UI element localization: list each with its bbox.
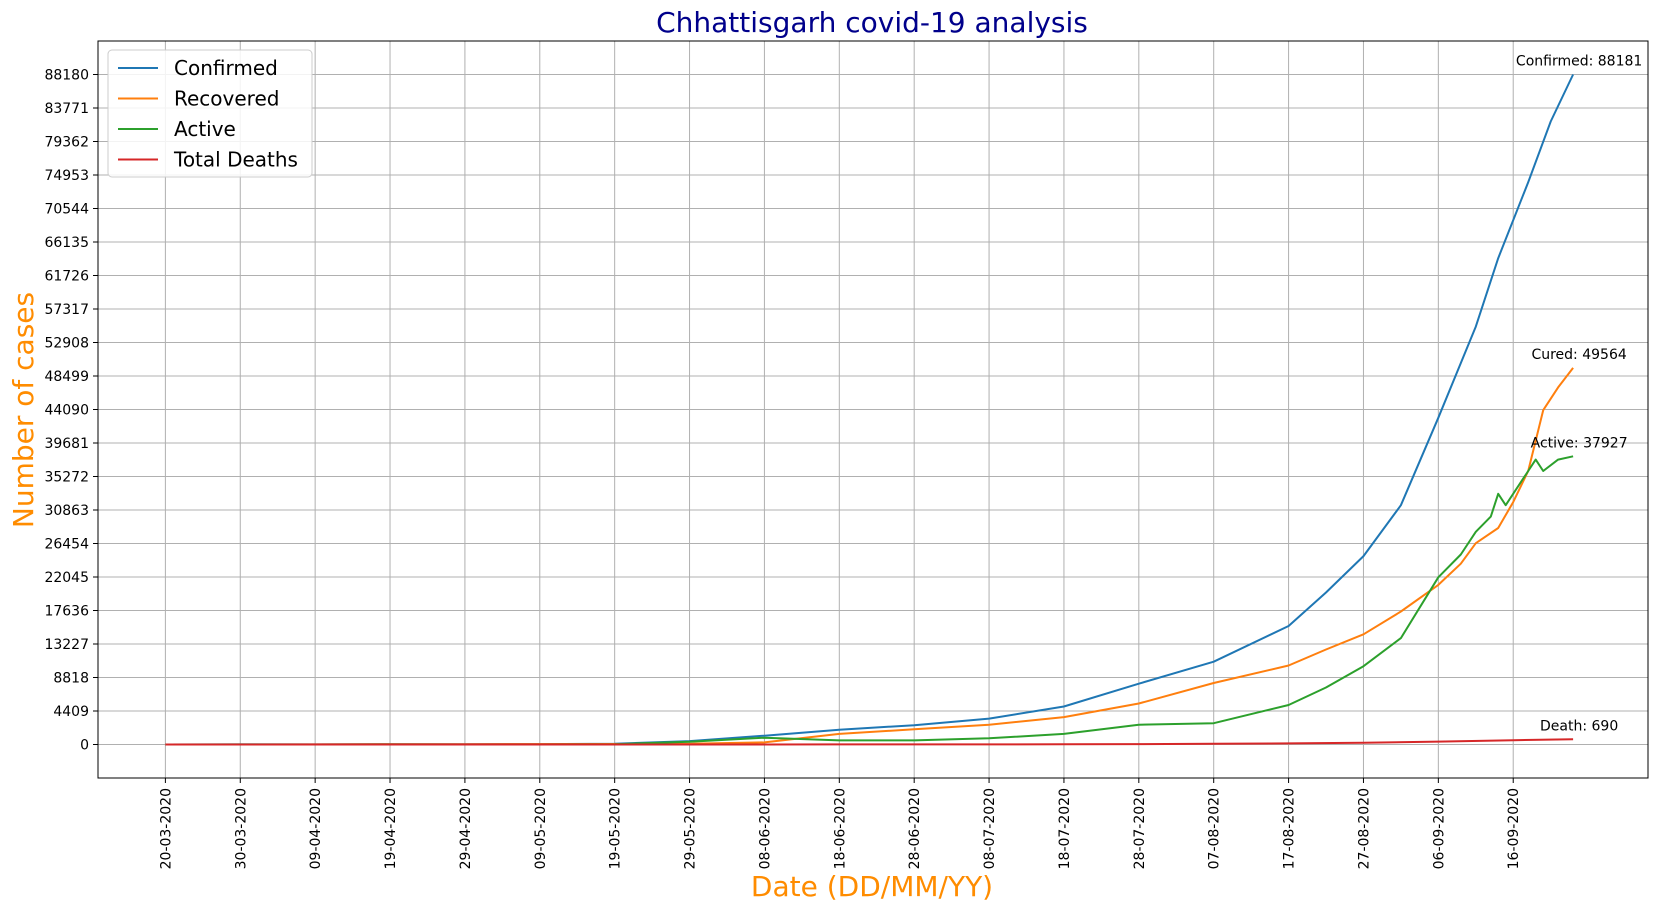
x-tick-label: 27-08-2020 (1356, 788, 1372, 869)
series-line-total-deaths (165, 738, 1574, 746)
y-tick-label: 17636 (44, 604, 89, 620)
y-tick-label: 57317 (44, 302, 89, 318)
y-tick-label: 13227 (44, 637, 89, 653)
grid (98, 41, 1648, 778)
legend: Confirmed Recovered Active Total Deaths (107, 49, 313, 178)
y-tick-label: 52908 (44, 336, 89, 352)
y-tick-label: 83771 (44, 101, 89, 117)
y-tick-label: 70544 (44, 202, 89, 218)
y-tick-label: 79362 (44, 135, 89, 151)
y-tick-label: 4409 (53, 704, 89, 720)
x-tick-label: 28-07-2020 (1132, 788, 1148, 869)
legend-label: Active (174, 117, 236, 141)
x-tick-label: 07-08-2020 (1207, 788, 1223, 869)
annotation-label: Cured: 49564 (1531, 347, 1626, 363)
plot-frame (97, 40, 1649, 779)
x-tick-label: 18-06-2020 (832, 788, 848, 869)
x-tick-label: 28-06-2020 (907, 788, 923, 869)
x-tick-label: 19-04-2020 (383, 788, 399, 869)
x-tick-label: 17-08-2020 (1282, 788, 1298, 869)
y-tick-label: 22045 (44, 570, 89, 586)
annotation-label: Active: 37927 (1531, 435, 1628, 451)
legend-label: Confirmed (174, 56, 278, 80)
x-tick-label: 08-06-2020 (757, 788, 773, 869)
x-tick-label: 29-04-2020 (458, 788, 474, 869)
series-line-recovered (165, 367, 1574, 746)
chart-title: Chhattisgarh covid-19 analysis (656, 6, 1088, 39)
legend-label: Recovered (174, 87, 279, 111)
annotations: Confirmed: 88181 Cured: 49564 Active: 3792… (1516, 53, 1642, 734)
x-tick-label: 06-09-2020 (1431, 788, 1447, 869)
y-tick-label: 66135 (44, 235, 89, 251)
legend-box (107, 49, 313, 178)
x-tick-label: 30-03-2020 (233, 788, 249, 869)
x-tick-label: 08-07-2020 (982, 788, 998, 869)
y-tick-label: 61726 (44, 269, 89, 285)
y-tick-label: 44090 (44, 403, 89, 419)
series-lines (165, 74, 1575, 746)
x-tick-label: 20-03-2020 (158, 788, 174, 869)
annotation-label: Confirmed: 88181 (1516, 53, 1642, 69)
y-tick-label: 30863 (44, 503, 89, 519)
x-tick-label: 29-05-2020 (683, 788, 699, 869)
y-tick-label: 35272 (44, 470, 89, 486)
y-tick-label: 8818 (53, 671, 89, 687)
y-tick-label: 48499 (44, 369, 89, 385)
x-tick-label: 09-05-2020 (533, 788, 549, 869)
x-axis-label: Date (DD/MM/YY) (751, 870, 993, 903)
series-line-active (165, 455, 1574, 746)
x-tick-label: 09-04-2020 (308, 788, 324, 869)
axes: 0 4409 8818 13227 17636 22045 26454 30863 35272 3… (44, 40, 1649, 869)
y-tick-label: 0 (80, 738, 89, 754)
y-tick-label: 26454 (44, 537, 89, 553)
y-tick-label: 88180 (44, 68, 89, 84)
annotation-label: Death: 690 (1540, 718, 1618, 734)
x-tick-label: 16-09-2020 (1506, 788, 1522, 869)
legend-label: Total Deaths (173, 148, 298, 172)
y-tick-label: 74953 (44, 168, 89, 184)
x-tick-label: 18-07-2020 (1057, 788, 1073, 869)
y-tick-label: 39681 (44, 436, 89, 452)
x-tick-label: 19-05-2020 (608, 788, 624, 869)
y-axis-label: Number of cases (7, 292, 40, 528)
